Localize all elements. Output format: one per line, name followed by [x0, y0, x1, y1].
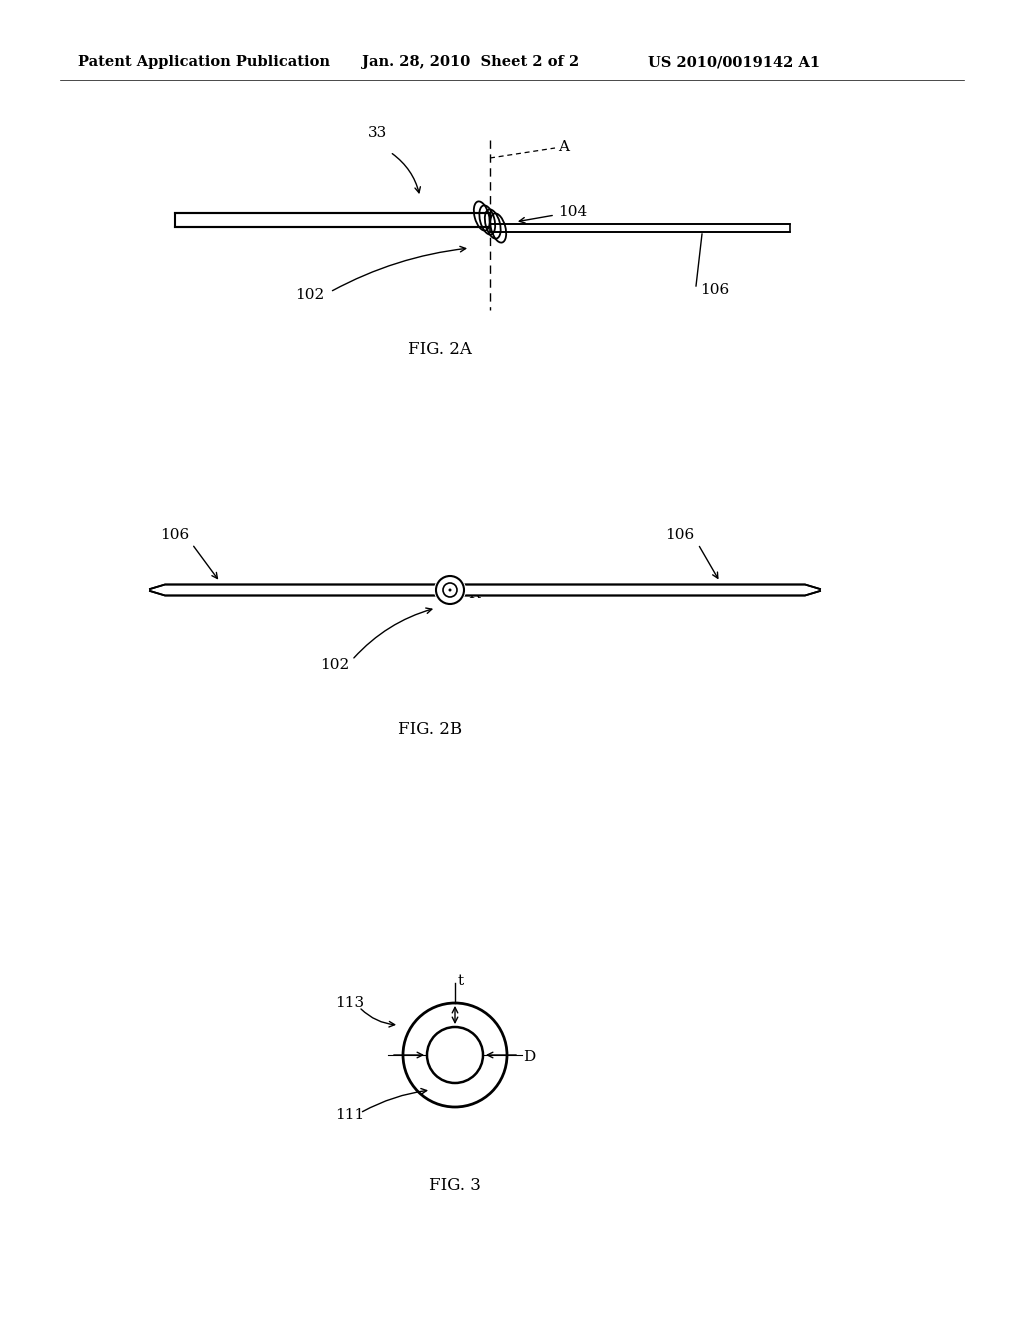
Text: 102: 102 — [319, 657, 349, 672]
Text: 106: 106 — [700, 282, 729, 297]
Text: D: D — [523, 1049, 536, 1064]
Text: 104: 104 — [558, 205, 587, 219]
Text: A: A — [558, 140, 569, 154]
Text: 111: 111 — [335, 1107, 365, 1122]
Text: t: t — [458, 974, 464, 987]
Text: 113: 113 — [335, 997, 365, 1010]
Text: FIG. 3: FIG. 3 — [429, 1176, 481, 1193]
Polygon shape — [150, 585, 820, 595]
Text: 106: 106 — [160, 528, 189, 543]
Bar — [175, 213, 490, 227]
Circle shape — [427, 1027, 483, 1082]
Circle shape — [449, 589, 452, 591]
Text: Patent Application Publication: Patent Application Publication — [78, 55, 330, 69]
Bar — [490, 224, 790, 232]
Text: 102: 102 — [295, 288, 325, 302]
Bar — [170, 585, 800, 595]
Text: Jan. 28, 2010  Sheet 2 of 2: Jan. 28, 2010 Sheet 2 of 2 — [362, 55, 580, 69]
Text: 33: 33 — [368, 125, 387, 140]
Text: FIG. 2B: FIG. 2B — [398, 722, 462, 738]
Text: 106: 106 — [665, 528, 694, 543]
Text: FIG. 2A: FIG. 2A — [408, 342, 472, 359]
Circle shape — [434, 574, 466, 606]
Text: US 2010/0019142 A1: US 2010/0019142 A1 — [648, 55, 820, 69]
Text: R: R — [468, 587, 479, 601]
